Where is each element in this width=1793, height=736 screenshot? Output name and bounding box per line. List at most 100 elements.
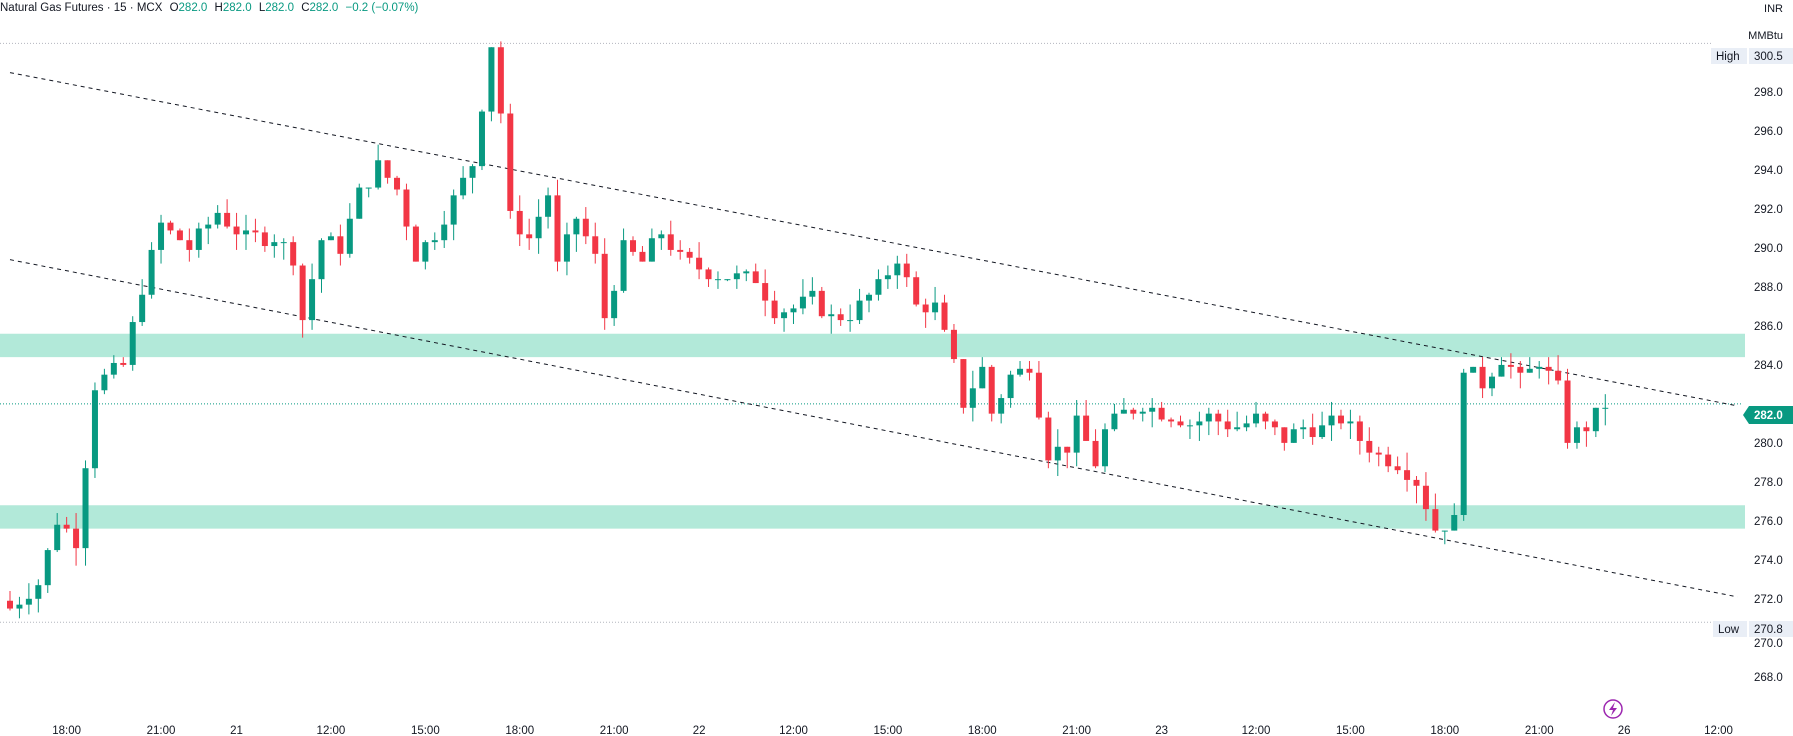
candle-body [346,218,353,254]
candle-body [101,374,108,391]
candle-body [63,524,70,529]
candle-body [1385,454,1392,467]
price-axis[interactable]: 268.0 272.0 274.0 276.0 278.0 280.0 284.0 286.0… [1754,53,1783,684]
candle-body [913,277,920,305]
candle-body [932,302,939,313]
y-tick-label: 274.0 [1754,555,1783,567]
x-tick-label: 15:00 [873,725,902,736]
high-low-price-lines [0,42,1743,623]
candle-body [412,226,419,262]
y-tick-label: 272.0 [1754,594,1783,606]
candle-body [696,257,703,270]
candle-body [998,398,1005,414]
low-value-bg [1749,621,1793,637]
trendlines[interactable] [9,72,1738,598]
candle-body [818,290,825,317]
candle-body [743,271,750,274]
y-tick-label: 298.0 [1754,87,1783,99]
candle-body [847,320,854,322]
price-tags: High 300.5 Low 270.8 282.0 [1711,48,1793,637]
candle-body [1111,413,1118,430]
candle-body [875,279,882,295]
low-tag-label: Low [1718,624,1740,636]
candle-body [1177,421,1184,426]
high-value-bg [1749,48,1793,64]
candle-body [1451,514,1458,531]
candle-body [1243,423,1250,428]
candle-body [1347,421,1354,424]
candle-body [82,468,89,549]
candle-body [1517,366,1524,373]
unit-label[interactable]: MMBtu [1748,30,1783,42]
zone-band-1 [0,505,1745,529]
y-tick-label: 290.0 [1754,243,1783,255]
candle-body [1054,446,1061,461]
candle-body [224,212,231,227]
candle-body [1186,425,1193,427]
candlestick-series [7,41,1609,619]
y-tick-label: 288.0 [1754,282,1783,294]
candle-body [563,234,570,262]
x-tick-label: 21:00 [147,725,176,736]
x-tick-label: 23 [1155,725,1168,736]
candle-body [1205,413,1212,422]
candle-body [950,329,957,360]
candle-body [1130,409,1137,414]
candle-body [327,236,334,241]
y-tick-label: 292.0 [1754,204,1783,216]
high-tag-label: High [1716,51,1740,63]
x-tick-label: 12:00 [1704,725,1733,736]
candle-body [1592,407,1599,432]
candle-body [1215,413,1222,422]
candle-body [1470,366,1477,373]
open-value: 282.0 [178,2,208,14]
high-label: H [214,2,223,14]
y-tick-label: 296.0 [1754,126,1783,138]
candle-body [988,366,995,414]
candle-body [733,273,740,280]
candle-body [866,294,872,301]
lightning-icon[interactable] [1603,699,1623,719]
candle-body [630,240,637,252]
candle-body [545,195,552,217]
candle-body [478,111,485,167]
candle-body [1158,407,1165,420]
close-label: C [301,2,310,14]
candle-body [1394,466,1401,471]
candle-body [1432,509,1439,531]
candle-body [1479,366,1486,389]
candle-body [488,47,495,112]
candle-body [969,388,976,408]
candle-body [648,238,655,262]
candle-body [790,308,797,313]
open-label: O [169,2,179,14]
candle-body [44,550,51,586]
candle-body [752,271,759,284]
symbol-name[interactable]: Natural Gas Futures [0,2,104,14]
candle-body [205,224,212,229]
candle-body [394,177,401,190]
candle-body [110,362,117,375]
candle-body [148,249,155,295]
candle-body [365,187,372,189]
candle-body [1356,421,1363,441]
y-tick-label: 286.0 [1754,321,1783,333]
time-axis[interactable]: 18:00 21:00 21 12:00 15:00 18:00 21:00 22 12:00 1… [52,725,1733,736]
low-value: 282.0 [265,2,294,14]
candle-body [762,283,769,301]
candle-body [1507,364,1514,367]
candle-body [25,598,32,605]
candle-body [837,314,844,321]
currency-label[interactable]: INR [1764,3,1783,15]
candle-body [639,251,646,262]
x-tick-label: 18:00 [968,725,997,736]
candle-body [894,263,901,276]
x-tick-label: 21:00 [600,725,629,736]
candle-body [1441,530,1448,532]
interval-label[interactable]: 15 [113,2,127,14]
candle-body [771,300,778,319]
candle-body [129,322,136,365]
candle-body [573,218,580,235]
candle-body [1017,368,1024,375]
